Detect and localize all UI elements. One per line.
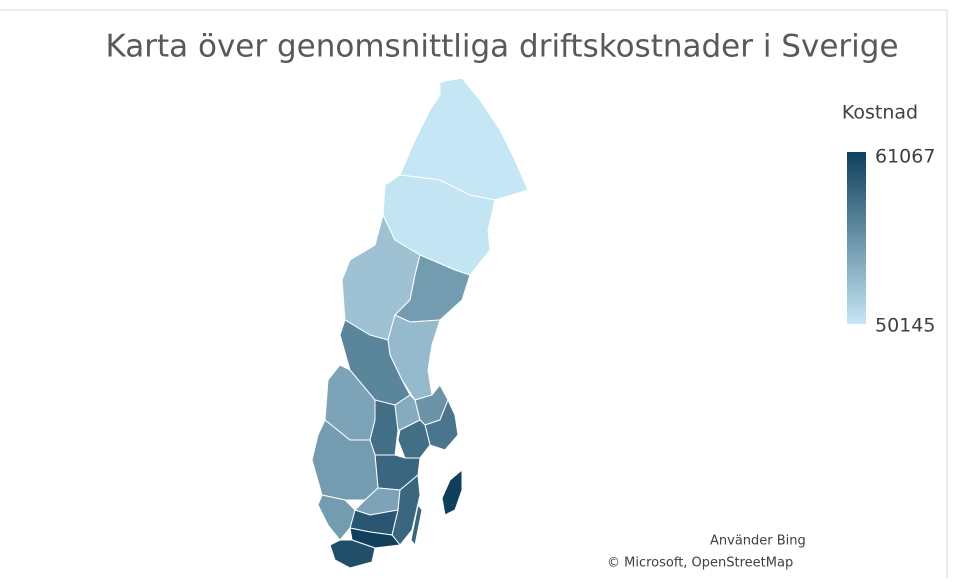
legend-max: 61067 bbox=[875, 146, 935, 168]
attribution-line: © Microsoft, OpenStreetMap bbox=[607, 556, 793, 571]
legend-title: Kostnad bbox=[842, 102, 918, 124]
attribution-line: Använder Bing bbox=[710, 534, 806, 549]
legend-gradient bbox=[847, 152, 866, 324]
region bbox=[441, 468, 463, 516]
legend-min: 50145 bbox=[875, 315, 935, 337]
region bbox=[397, 419, 431, 459]
region bbox=[317, 494, 356, 541]
chart-title: Karta över genomsnittliga driftskostnade… bbox=[105, 29, 898, 65]
region bbox=[329, 539, 376, 569]
island bbox=[410, 503, 423, 547]
attribution: Använder Bing © Microsoft, OpenStreetMap bbox=[607, 534, 806, 571]
map bbox=[311, 77, 529, 569]
